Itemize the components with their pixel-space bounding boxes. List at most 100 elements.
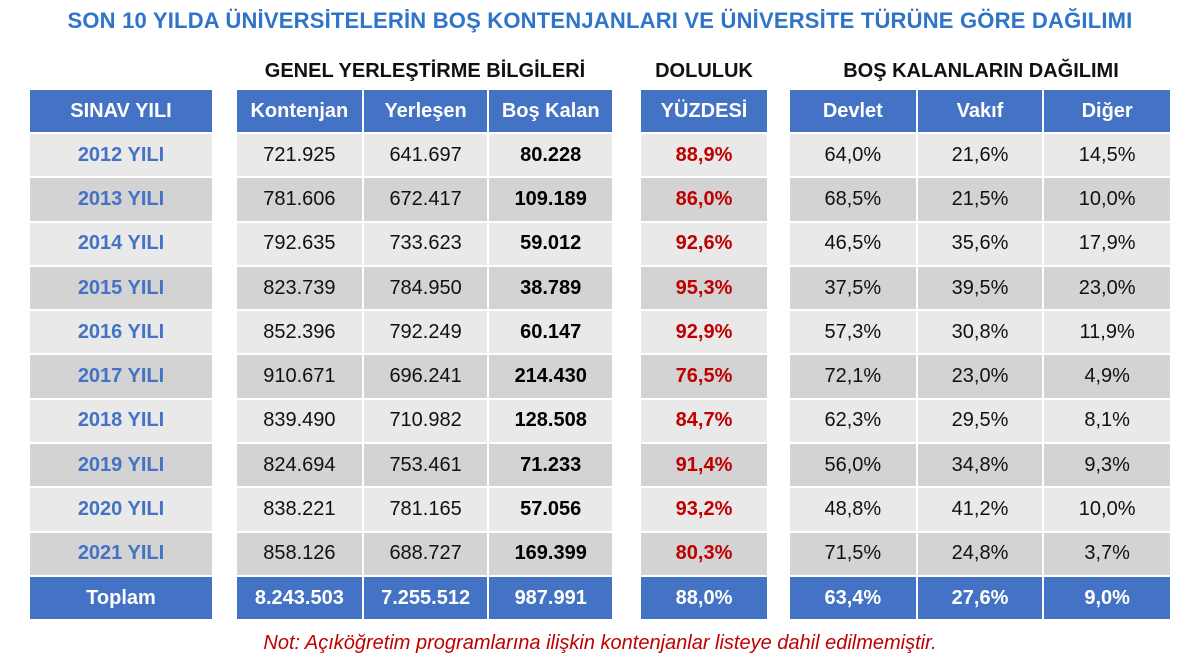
column-header-foundation: Vakıf bbox=[916, 90, 1045, 134]
table-row: 88,9% bbox=[641, 133, 769, 179]
total-row: 8.243.503 7.255.512 987.991 bbox=[237, 575, 614, 622]
year-table: SINAV YILI 2012 YILI 2013 YILI 2014 YILI 20… bbox=[30, 90, 214, 622]
cell-empty: 59.012 bbox=[488, 221, 614, 267]
cell-placed: 733.623 bbox=[362, 221, 490, 267]
cell-quota: 781.606 bbox=[237, 177, 364, 223]
cell-year: 2017 YILI bbox=[30, 354, 214, 400]
column-header-empty: Boş Kalan bbox=[488, 90, 614, 134]
column-header-year: SINAV YILI bbox=[30, 90, 214, 134]
table-row: 84,7% bbox=[641, 398, 769, 445]
cell-other: 11,9% bbox=[1043, 310, 1172, 356]
cell-empty: 987.991 bbox=[488, 575, 614, 622]
cell-rate: 95,3% bbox=[641, 265, 769, 312]
cell-foundation: 27,6% bbox=[916, 575, 1045, 622]
table-row: 2012 YILI bbox=[30, 133, 214, 179]
column-header-placed: Yerleşen bbox=[362, 90, 490, 134]
cell-rate: 88,9% bbox=[641, 133, 769, 179]
cell-other: 14,5% bbox=[1043, 133, 1172, 179]
table-row: 91,4% bbox=[641, 443, 769, 489]
cell-quota: 792.635 bbox=[237, 221, 364, 267]
cell-placed: 710.982 bbox=[362, 398, 490, 445]
cell-rate: 91,4% bbox=[641, 443, 769, 489]
cell-placed: 784.950 bbox=[362, 265, 490, 312]
table-row: 792.635 733.623 59.012 bbox=[237, 221, 614, 267]
cell-foundation: 21,6% bbox=[916, 133, 1045, 179]
table-row: 839.490 710.982 128.508 bbox=[237, 398, 614, 445]
cell-year: 2012 YILI bbox=[30, 133, 214, 179]
cell-placed: 688.727 bbox=[362, 531, 490, 577]
cell-year: 2019 YILI bbox=[30, 443, 214, 489]
total-row: 88,0% bbox=[641, 575, 769, 622]
cell-state: 48,8% bbox=[790, 487, 918, 533]
table-row: 46,5% 35,6% 17,9% bbox=[790, 221, 1172, 267]
cell-rate: 93,2% bbox=[641, 487, 769, 533]
table-row: 76,5% bbox=[641, 354, 769, 400]
table-row: 2015 YILI bbox=[30, 265, 214, 312]
cell-foundation: 34,8% bbox=[916, 443, 1045, 489]
column-header-rate: YÜZDESİ bbox=[641, 90, 769, 134]
cell-state: 57,3% bbox=[790, 310, 918, 356]
table-row: 2014 YILI bbox=[30, 221, 214, 267]
cell-quota: 838.221 bbox=[237, 487, 364, 533]
cell-state: 72,1% bbox=[790, 354, 918, 400]
table-row: 57,3% 30,8% 11,9% bbox=[790, 310, 1172, 356]
cell-placed: 7.255.512 bbox=[362, 575, 490, 622]
cell-foundation: 30,8% bbox=[916, 310, 1045, 356]
cell-placed: 781.165 bbox=[362, 487, 490, 533]
column-header-quota: Kontenjan bbox=[237, 90, 364, 134]
table-row: 838.221 781.165 57.056 bbox=[237, 487, 614, 533]
cell-state: 64,0% bbox=[790, 133, 918, 179]
cell-state: 71,5% bbox=[790, 531, 918, 577]
cell-state: 68,5% bbox=[790, 177, 918, 223]
cell-empty: 169.399 bbox=[488, 531, 614, 577]
cell-other: 10,0% bbox=[1043, 487, 1172, 533]
cell-year: 2016 YILI bbox=[30, 310, 214, 356]
cell-other: 8,1% bbox=[1043, 398, 1172, 445]
column-header-state: Devlet bbox=[790, 90, 918, 134]
cell-empty: 60.147 bbox=[488, 310, 614, 356]
occupancy-table: YÜZDESİ 88,9% 86,0% 92,6% 95,3% 92,9% 76,5% 84… bbox=[641, 90, 769, 622]
table-row: 2021 YILI bbox=[30, 531, 214, 577]
cell-empty: 38.789 bbox=[488, 265, 614, 312]
cell-foundation: 35,6% bbox=[916, 221, 1045, 267]
cell-other: 3,7% bbox=[1043, 531, 1172, 577]
cell-foundation: 39,5% bbox=[916, 265, 1045, 312]
cell-other: 9,3% bbox=[1043, 443, 1172, 489]
table-row: 2020 YILI bbox=[30, 487, 214, 533]
cell-other: 17,9% bbox=[1043, 221, 1172, 267]
cell-rate: 88,0% bbox=[641, 575, 769, 622]
table-row: 852.396 792.249 60.147 bbox=[237, 310, 614, 356]
cell-state: 63,4% bbox=[790, 575, 918, 622]
cell-year: Toplam bbox=[30, 575, 214, 622]
table-row: 2019 YILI bbox=[30, 443, 214, 489]
table-row: 86,0% bbox=[641, 177, 769, 223]
cell-empty: 71.233 bbox=[488, 443, 614, 489]
table-row: 72,1% 23,0% 4,9% bbox=[790, 354, 1172, 400]
cell-foundation: 29,5% bbox=[916, 398, 1045, 445]
cell-rate: 92,6% bbox=[641, 221, 769, 267]
table-row: 56,0% 34,8% 9,3% bbox=[790, 443, 1172, 489]
cell-quota: 721.925 bbox=[237, 133, 364, 179]
table-row: 64,0% 21,6% 14,5% bbox=[790, 133, 1172, 179]
table-row: 2016 YILI bbox=[30, 310, 214, 356]
cell-state: 62,3% bbox=[790, 398, 918, 445]
total-row: 63,4% 27,6% 9,0% bbox=[790, 575, 1172, 622]
cell-state: 56,0% bbox=[790, 443, 918, 489]
table-row: 48,8% 41,2% 10,0% bbox=[790, 487, 1172, 533]
table-row: 37,5% 39,5% 23,0% bbox=[790, 265, 1172, 312]
cell-placed: 792.249 bbox=[362, 310, 490, 356]
cell-state: 37,5% bbox=[790, 265, 918, 312]
table-row: 823.739 784.950 38.789 bbox=[237, 265, 614, 312]
cell-other: 23,0% bbox=[1043, 265, 1172, 312]
cell-foundation: 21,5% bbox=[916, 177, 1045, 223]
table-row: 781.606 672.417 109.189 bbox=[237, 177, 614, 223]
cell-year: 2018 YILI bbox=[30, 398, 214, 445]
cell-quota: 823.739 bbox=[237, 265, 364, 312]
cell-other: 9,0% bbox=[1043, 575, 1172, 622]
table-row: 910.671 696.241 214.430 bbox=[237, 354, 614, 400]
cell-empty: 214.430 bbox=[488, 354, 614, 400]
table-row: 95,3% bbox=[641, 265, 769, 312]
table-row: 2018 YILI bbox=[30, 398, 214, 445]
page-title: SON 10 YILDA ÜNİVERSİTELERİN BOŞ KONTENJ… bbox=[67, 8, 1133, 33]
table-row: 93,2% bbox=[641, 487, 769, 533]
